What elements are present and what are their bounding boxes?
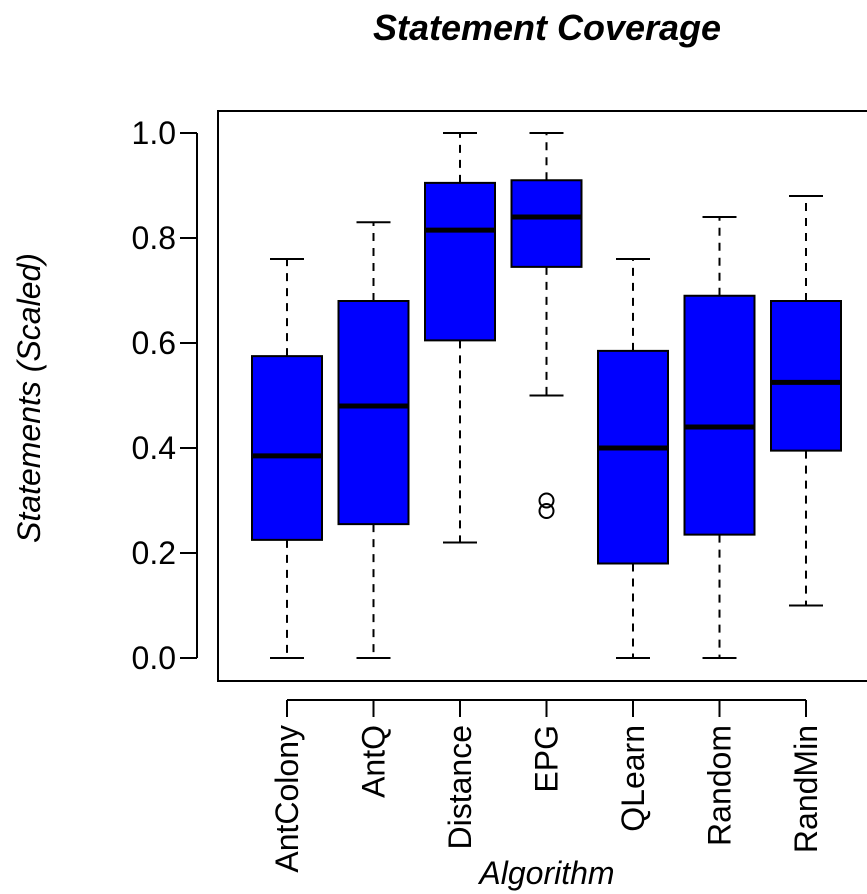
x-axis: AntColony AntQ Distance EPG QLearn Random Rand… (269, 699, 824, 873)
chart-title: Statement Coverage (373, 7, 721, 48)
x-axis-label: Algorithm (477, 855, 614, 891)
y-tick-label: 0.0 (132, 640, 176, 676)
box-qlearn (597, 258, 669, 659)
iqr-box (251, 355, 323, 541)
iqr-box (597, 349, 669, 565)
outlier-point (538, 503, 555, 519)
x-tick-label: QLearn (615, 725, 651, 832)
boxes-layer (251, 132, 842, 659)
x-tick-label: Distance (442, 725, 478, 850)
x-tick-label: RandMin (788, 725, 824, 853)
y-tick-label: 0.8 (132, 220, 176, 256)
box-randmin (770, 195, 842, 607)
y-axis: 0.0 0.2 0.4 0.6 0.8 1.0 (132, 115, 198, 676)
y-tick-label: 1.0 (132, 115, 176, 151)
y-tick-label: 0.4 (132, 430, 176, 466)
outlier-point (538, 492, 555, 509)
iqr-box (770, 300, 842, 452)
y-tick-label: 0.2 (132, 535, 176, 571)
x-tick-label: AntQ (356, 725, 392, 798)
iqr-box (683, 294, 756, 536)
box-antq (337, 221, 410, 659)
box-antcolony (251, 258, 323, 659)
y-axis-label: Statements (Scaled) (11, 253, 47, 543)
x-tick-label: EPG (529, 725, 565, 793)
x-tick-label: AntColony (269, 725, 305, 873)
box-random (683, 216, 756, 659)
box-epg (510, 132, 583, 519)
y-tick-label: 0.6 (132, 325, 176, 361)
x-tick-label: Random (702, 725, 738, 846)
plot-frame (217, 110, 867, 682)
iqr-box (424, 181, 496, 342)
iqr-box (510, 179, 583, 268)
box-distance (424, 132, 496, 544)
iqr-box (337, 300, 410, 526)
